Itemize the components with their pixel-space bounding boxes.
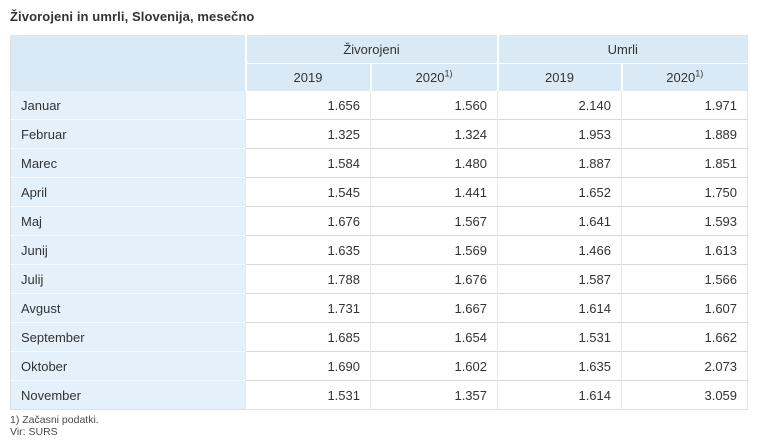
table-row: November 1.531 1.357 1.614 3.059 bbox=[10, 380, 748, 410]
month-label: Januar bbox=[10, 91, 246, 120]
table-row: Junij 1.635 1.569 1.466 1.613 bbox=[10, 235, 748, 265]
value-cell: 1.635 bbox=[497, 351, 622, 381]
value-cell: 1.667 bbox=[369, 293, 498, 323]
month-label: Julij bbox=[10, 264, 246, 294]
year-header-umrli-2019: 2019 bbox=[496, 63, 622, 91]
table-row: Januar 1.656 1.560 2.140 1.971 bbox=[10, 91, 748, 120]
value-cell: 1.602 bbox=[369, 351, 498, 381]
year-label: 2020 bbox=[666, 70, 696, 85]
value-cell: 1.325 bbox=[245, 119, 371, 149]
month-label: Oktober bbox=[10, 351, 246, 381]
month-label: Februar bbox=[10, 119, 246, 149]
value-cell: 1.531 bbox=[245, 380, 371, 410]
table-row: September 1.685 1.654 1.531 1.662 bbox=[10, 322, 748, 352]
table-row: Oktober 1.690 1.602 1.635 2.073 bbox=[10, 351, 748, 381]
footnotes: 1) Začasni podatki. Vir: SURS bbox=[10, 414, 758, 438]
month-label: Marec bbox=[10, 148, 246, 178]
month-label: Junij bbox=[10, 235, 246, 265]
value-cell: 1.641 bbox=[497, 206, 622, 236]
value-cell: 1.593 bbox=[621, 206, 748, 236]
group-header-row: Živorojeni Umrli bbox=[10, 35, 748, 91]
value-cell: 1.690 bbox=[245, 351, 371, 381]
year-header-umrli-2020: 20201) bbox=[620, 63, 748, 91]
year-label: 2019 bbox=[545, 70, 574, 85]
value-cell: 1.635 bbox=[245, 235, 371, 265]
table-header: Živorojeni Umrli 2019 20201) 2019 20201) bbox=[10, 35, 748, 91]
births-deaths-table: Živorojeni Umrli 2019 20201) 2019 20201)… bbox=[10, 35, 749, 410]
table-row: Avgust 1.731 1.667 1.614 1.607 bbox=[10, 293, 748, 323]
month-label: November bbox=[10, 380, 246, 410]
year-label: 2020 bbox=[415, 70, 445, 85]
value-cell: 1.545 bbox=[245, 177, 371, 207]
group-header-zivorojeni: Živorojeni bbox=[244, 35, 498, 64]
value-cell: 1.654 bbox=[369, 322, 498, 352]
value-cell: 1.531 bbox=[497, 322, 622, 352]
value-cell: 1.560 bbox=[369, 91, 498, 120]
value-cell: 1.466 bbox=[497, 235, 622, 265]
table-row: Maj 1.676 1.567 1.641 1.593 bbox=[10, 206, 748, 236]
value-cell: 1.607 bbox=[621, 293, 748, 323]
table-body: Januar 1.656 1.560 2.140 1.971 Februar 1.325 1.… bbox=[10, 91, 748, 410]
footnote-marker: 1) bbox=[695, 68, 704, 79]
group-header-umrli: Umrli bbox=[496, 35, 748, 64]
value-cell: 2.140 bbox=[497, 91, 622, 120]
value-cell: 1.953 bbox=[497, 119, 622, 149]
value-cell: 1.613 bbox=[621, 235, 748, 265]
value-cell: 1.480 bbox=[369, 148, 498, 178]
footnote-provisional: 1) Začasni podatki. bbox=[10, 414, 99, 426]
table-row: Julij 1.788 1.676 1.587 1.566 bbox=[10, 264, 748, 294]
value-cell: 3.059 bbox=[621, 380, 748, 410]
year-header-row: 2019 20201) 2019 20201) bbox=[11, 63, 748, 91]
value-cell: 2.073 bbox=[621, 351, 748, 381]
year-header-zivorojeni-2019: 2019 bbox=[245, 63, 371, 91]
value-cell: 1.614 bbox=[497, 293, 622, 323]
value-cell: 1.441 bbox=[369, 177, 498, 207]
value-cell: 1.750 bbox=[621, 177, 748, 207]
table-row: Marec 1.584 1.480 1.887 1.851 bbox=[10, 148, 748, 178]
value-cell: 1.685 bbox=[245, 322, 371, 352]
value-cell: 1.652 bbox=[497, 177, 622, 207]
value-cell: 1.788 bbox=[245, 264, 371, 294]
month-label: September bbox=[10, 322, 246, 352]
value-cell: 1.614 bbox=[497, 380, 622, 410]
footnote-source: Vir: SURS bbox=[10, 426, 58, 438]
month-label: Avgust bbox=[10, 293, 246, 323]
value-cell: 1.971 bbox=[621, 91, 748, 120]
month-label: Maj bbox=[10, 206, 246, 236]
value-cell: 1.662 bbox=[621, 322, 748, 352]
value-cell: 1.887 bbox=[497, 148, 622, 178]
value-cell: 1.656 bbox=[245, 91, 371, 120]
table-row: April 1.545 1.441 1.652 1.750 bbox=[10, 177, 748, 207]
value-cell: 1.569 bbox=[369, 235, 498, 265]
value-cell: 1.731 bbox=[245, 293, 371, 323]
value-cell: 1.587 bbox=[497, 264, 622, 294]
value-cell: 1.567 bbox=[369, 206, 498, 236]
value-cell: 1.584 bbox=[245, 148, 371, 178]
month-label: April bbox=[10, 177, 246, 207]
value-cell: 1.324 bbox=[369, 119, 498, 149]
value-cell: 1.851 bbox=[621, 148, 748, 178]
year-header-zivorojeni-2020: 20201) bbox=[369, 63, 498, 91]
year-label: 2019 bbox=[293, 70, 323, 85]
value-cell: 1.676 bbox=[369, 264, 498, 294]
page-title: Živorojeni in umrli, Slovenija, mesečno bbox=[10, 9, 255, 24]
value-cell: 1.566 bbox=[621, 264, 748, 294]
corner-header-cell bbox=[10, 35, 247, 91]
table-row: Februar 1.325 1.324 1.953 1.889 bbox=[10, 119, 748, 149]
footnote-marker: 1) bbox=[444, 68, 453, 79]
value-cell: 1.676 bbox=[245, 206, 371, 236]
value-cell: 1.889 bbox=[621, 119, 748, 149]
value-cell: 1.357 bbox=[369, 380, 498, 410]
